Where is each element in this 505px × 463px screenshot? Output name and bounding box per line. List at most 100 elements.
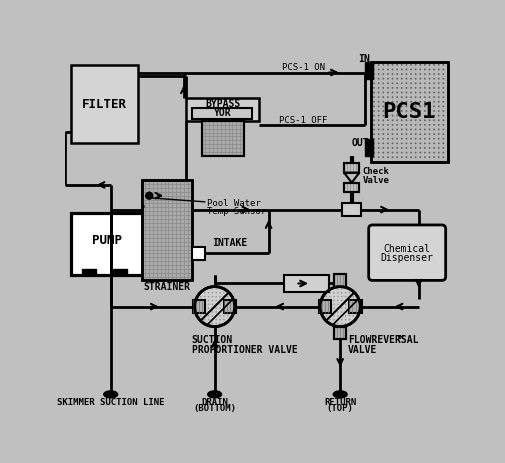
Circle shape [227,311,228,313]
Circle shape [333,319,334,320]
Ellipse shape [333,391,346,398]
Circle shape [414,64,416,66]
Circle shape [377,147,379,149]
Circle shape [419,96,420,98]
Circle shape [405,106,407,107]
Circle shape [423,133,425,135]
Bar [71,213,143,275]
Text: PCS1: PCS1 [382,102,435,122]
Circle shape [428,143,430,144]
Circle shape [211,288,213,290]
Circle shape [333,300,334,301]
Circle shape [409,143,411,144]
Circle shape [428,87,430,89]
Text: IN: IN [357,54,369,63]
Bar [343,182,359,192]
Circle shape [372,101,374,103]
Circle shape [395,69,397,70]
Circle shape [423,147,425,149]
Circle shape [329,311,330,313]
Circle shape [386,115,388,117]
Ellipse shape [208,391,221,398]
Text: PROPORTIONER VALVE: PROPORTIONER VALVE [191,344,297,355]
Circle shape [409,101,411,103]
Circle shape [391,129,393,131]
Circle shape [405,78,407,80]
Circle shape [211,315,213,317]
Circle shape [405,138,407,140]
Circle shape [377,124,379,126]
Circle shape [395,143,397,144]
Circle shape [409,110,411,112]
Circle shape [377,96,379,98]
Circle shape [409,69,411,70]
Circle shape [400,64,402,66]
Circle shape [409,156,411,158]
Circle shape [204,304,205,305]
Circle shape [391,82,393,84]
Circle shape [409,147,411,149]
Circle shape [199,315,201,317]
Circle shape [344,319,345,320]
Bar [370,62,447,162]
Text: Pool Water: Pool Water [207,199,260,208]
Circle shape [437,64,439,66]
Circle shape [352,315,353,317]
Circle shape [437,73,439,75]
Circle shape [325,296,326,297]
Circle shape [377,129,379,131]
Circle shape [419,110,420,112]
Circle shape [372,138,374,140]
Circle shape [432,82,434,84]
Circle shape [348,300,349,301]
Circle shape [215,315,217,317]
Circle shape [428,124,430,126]
Circle shape [441,73,443,75]
Circle shape [377,73,379,75]
Circle shape [377,152,379,154]
Circle shape [395,87,397,89]
Circle shape [215,323,217,324]
Circle shape [414,82,416,84]
Circle shape [340,315,342,317]
Circle shape [208,323,209,324]
Circle shape [336,300,338,301]
Circle shape [400,138,402,140]
Circle shape [372,133,374,135]
Circle shape [372,119,374,121]
Circle shape [441,133,443,135]
Circle shape [391,119,393,121]
Circle shape [432,78,434,80]
Circle shape [211,300,213,301]
Circle shape [414,73,416,75]
Circle shape [395,106,397,107]
Circle shape [437,69,439,70]
Circle shape [223,296,224,297]
Circle shape [391,143,393,144]
Circle shape [204,292,205,294]
Text: Chemical: Chemical [383,244,430,254]
Circle shape [432,147,434,149]
Circle shape [372,92,374,94]
Circle shape [336,315,338,317]
Circle shape [437,101,439,103]
Circle shape [428,82,430,84]
Circle shape [428,110,430,112]
Text: PUMP: PUMP [92,234,122,247]
Circle shape [423,156,425,158]
Circle shape [208,296,209,297]
Bar [364,139,372,156]
Circle shape [223,319,224,320]
Circle shape [419,101,420,103]
Circle shape [432,119,434,121]
Circle shape [432,138,434,140]
Circle shape [400,119,402,121]
Circle shape [409,129,411,131]
Circle shape [419,152,420,154]
Bar [333,274,345,287]
Circle shape [211,311,213,313]
Circle shape [382,96,383,98]
Circle shape [211,304,213,305]
Circle shape [211,296,213,297]
Circle shape [423,92,425,94]
